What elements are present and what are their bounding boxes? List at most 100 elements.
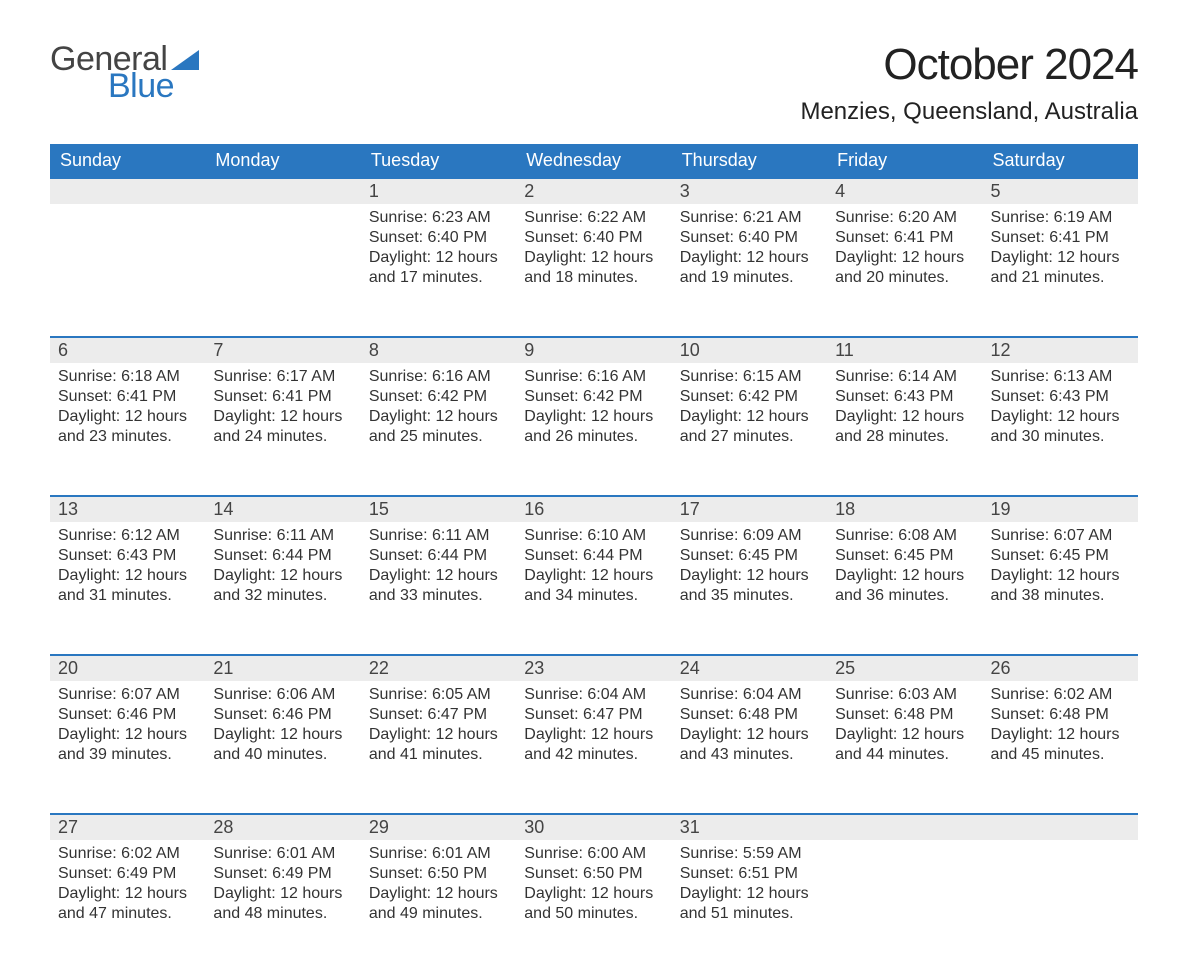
day-cell: Sunrise: 6:12 AMSunset: 6:43 PMDaylight:… xyxy=(50,522,205,630)
daylight-line: Daylight: 12 hours and 50 minutes. xyxy=(524,884,663,924)
table-cell-content: Sunrise: 6:08 AMSunset: 6:45 PMDaylight:… xyxy=(827,522,982,654)
table-cell-num: 2 xyxy=(516,177,671,204)
table-cell-content: Sunrise: 6:01 AMSunset: 6:49 PMDaylight:… xyxy=(205,840,360,972)
day-cell: Sunrise: 6:08 AMSunset: 6:45 PMDaylight:… xyxy=(827,522,982,630)
day-number: 2 xyxy=(516,177,671,204)
table-cell-num: 8 xyxy=(361,336,516,363)
table-cell-content: Sunrise: 6:16 AMSunset: 6:42 PMDaylight:… xyxy=(516,363,671,495)
table-cell-num: 29 xyxy=(361,813,516,840)
logo: General Blue xyxy=(50,40,199,106)
table-cell-num: 12 xyxy=(983,336,1138,363)
daylight-line: Daylight: 12 hours and 35 minutes. xyxy=(680,566,819,606)
weekday-header: Monday xyxy=(205,144,360,177)
table-cell-content: Sunrise: 6:11 AMSunset: 6:44 PMDaylight:… xyxy=(361,522,516,654)
table-cell-content: Sunrise: 6:14 AMSunset: 6:43 PMDaylight:… xyxy=(827,363,982,495)
table-cell-num: 5 xyxy=(983,177,1138,204)
table-cell-content xyxy=(205,204,360,336)
weekday-header: Friday xyxy=(827,144,982,177)
sunset-line: Sunset: 6:41 PM xyxy=(991,228,1130,248)
table-cell-num: 9 xyxy=(516,336,671,363)
day-number: 20 xyxy=(50,654,205,681)
table-cell-num: 30 xyxy=(516,813,671,840)
day-cell: Sunrise: 6:02 AMSunset: 6:48 PMDaylight:… xyxy=(983,681,1138,789)
day-number: 5 xyxy=(983,177,1138,204)
sunset-line: Sunset: 6:48 PM xyxy=(680,705,819,725)
sunrise-line: Sunrise: 6:03 AM xyxy=(835,685,974,705)
sunrise-line: Sunrise: 6:17 AM xyxy=(213,367,352,387)
daylight-line: Daylight: 12 hours and 39 minutes. xyxy=(58,725,197,765)
day-number-empty xyxy=(983,813,1138,840)
day-number: 12 xyxy=(983,336,1138,363)
table-cell-num: 6 xyxy=(50,336,205,363)
table-cell-content xyxy=(983,840,1138,972)
day-number: 29 xyxy=(361,813,516,840)
location: Menzies, Queensland, Australia xyxy=(800,98,1138,126)
day-number: 8 xyxy=(361,336,516,363)
daylight-line: Daylight: 12 hours and 47 minutes. xyxy=(58,884,197,924)
day-cell: Sunrise: 6:22 AMSunset: 6:40 PMDaylight:… xyxy=(516,204,671,312)
sunrise-line: Sunrise: 6:07 AM xyxy=(58,685,197,705)
sunrise-line: Sunrise: 6:20 AM xyxy=(835,208,974,228)
sunset-line: Sunset: 6:44 PM xyxy=(213,546,352,566)
table-cell-content: Sunrise: 6:02 AMSunset: 6:49 PMDaylight:… xyxy=(50,840,205,972)
sunset-line: Sunset: 6:44 PM xyxy=(369,546,508,566)
day-number: 24 xyxy=(672,654,827,681)
table-cell-num: 22 xyxy=(361,654,516,681)
table-cell-num: 4 xyxy=(827,177,982,204)
sunrise-line: Sunrise: 6:10 AM xyxy=(524,526,663,546)
day-cell: Sunrise: 5:59 AMSunset: 6:51 PMDaylight:… xyxy=(672,840,827,948)
table-cell-num: 26 xyxy=(983,654,1138,681)
sunset-line: Sunset: 6:41 PM xyxy=(835,228,974,248)
daylight-line: Daylight: 12 hours and 51 minutes. xyxy=(680,884,819,924)
sunrise-line: Sunrise: 6:04 AM xyxy=(524,685,663,705)
table-cell-num: 16 xyxy=(516,495,671,522)
table-cell-content: Sunrise: 6:02 AMSunset: 6:48 PMDaylight:… xyxy=(983,681,1138,813)
sunset-line: Sunset: 6:43 PM xyxy=(835,387,974,407)
sunrise-line: Sunrise: 6:15 AM xyxy=(680,367,819,387)
day-cell: Sunrise: 6:01 AMSunset: 6:50 PMDaylight:… xyxy=(361,840,516,948)
sunrise-line: Sunrise: 6:05 AM xyxy=(369,685,508,705)
day-number: 6 xyxy=(50,336,205,363)
daylight-line: Daylight: 12 hours and 27 minutes. xyxy=(680,407,819,447)
table-cell-num: 14 xyxy=(205,495,360,522)
table-cell-num: 19 xyxy=(983,495,1138,522)
day-number: 3 xyxy=(672,177,827,204)
day-cell: Sunrise: 6:11 AMSunset: 6:44 PMDaylight:… xyxy=(205,522,360,630)
daylight-line: Daylight: 12 hours and 31 minutes. xyxy=(58,566,197,606)
sunset-line: Sunset: 6:42 PM xyxy=(680,387,819,407)
sunrise-line: Sunrise: 6:01 AM xyxy=(369,844,508,864)
day-number: 22 xyxy=(361,654,516,681)
table-cell-num: 23 xyxy=(516,654,671,681)
sunrise-line: Sunrise: 6:18 AM xyxy=(58,367,197,387)
table-cell-content xyxy=(50,204,205,336)
table-cell-content: Sunrise: 6:07 AMSunset: 6:45 PMDaylight:… xyxy=(983,522,1138,654)
table-cell-content: Sunrise: 6:16 AMSunset: 6:42 PMDaylight:… xyxy=(361,363,516,495)
sunset-line: Sunset: 6:48 PM xyxy=(835,705,974,725)
calendar-body: 12345Sunrise: 6:23 AMSunset: 6:40 PMDayl… xyxy=(50,177,1138,972)
day-cell: Sunrise: 6:01 AMSunset: 6:49 PMDaylight:… xyxy=(205,840,360,948)
sunset-line: Sunset: 6:48 PM xyxy=(991,705,1130,725)
title-block: October 2024 Menzies, Queensland, Austra… xyxy=(800,40,1138,126)
day-cell: Sunrise: 6:23 AMSunset: 6:40 PMDaylight:… xyxy=(361,204,516,312)
sunset-line: Sunset: 6:51 PM xyxy=(680,864,819,884)
daylight-line: Daylight: 12 hours and 44 minutes. xyxy=(835,725,974,765)
table-cell-content: Sunrise: 6:09 AMSunset: 6:45 PMDaylight:… xyxy=(672,522,827,654)
sunrise-line: Sunrise: 6:14 AM xyxy=(835,367,974,387)
sunset-line: Sunset: 6:40 PM xyxy=(680,228,819,248)
sunset-line: Sunset: 6:45 PM xyxy=(991,546,1130,566)
table-cell-num: 17 xyxy=(672,495,827,522)
daylight-line: Daylight: 12 hours and 25 minutes. xyxy=(369,407,508,447)
table-cell-num: 10 xyxy=(672,336,827,363)
sunrise-line: Sunrise: 6:09 AM xyxy=(680,526,819,546)
sunrise-line: Sunrise: 6:07 AM xyxy=(991,526,1130,546)
day-number: 26 xyxy=(983,654,1138,681)
sunset-line: Sunset: 6:41 PM xyxy=(213,387,352,407)
day-number-empty xyxy=(50,177,205,204)
table-cell-num: 1 xyxy=(361,177,516,204)
day-cell: Sunrise: 6:04 AMSunset: 6:47 PMDaylight:… xyxy=(516,681,671,789)
table-cell-num: 28 xyxy=(205,813,360,840)
day-cell: Sunrise: 6:20 AMSunset: 6:41 PMDaylight:… xyxy=(827,204,982,312)
sunset-line: Sunset: 6:50 PM xyxy=(369,864,508,884)
daylight-line: Daylight: 12 hours and 34 minutes. xyxy=(524,566,663,606)
table-cell-content: Sunrise: 6:18 AMSunset: 6:41 PMDaylight:… xyxy=(50,363,205,495)
